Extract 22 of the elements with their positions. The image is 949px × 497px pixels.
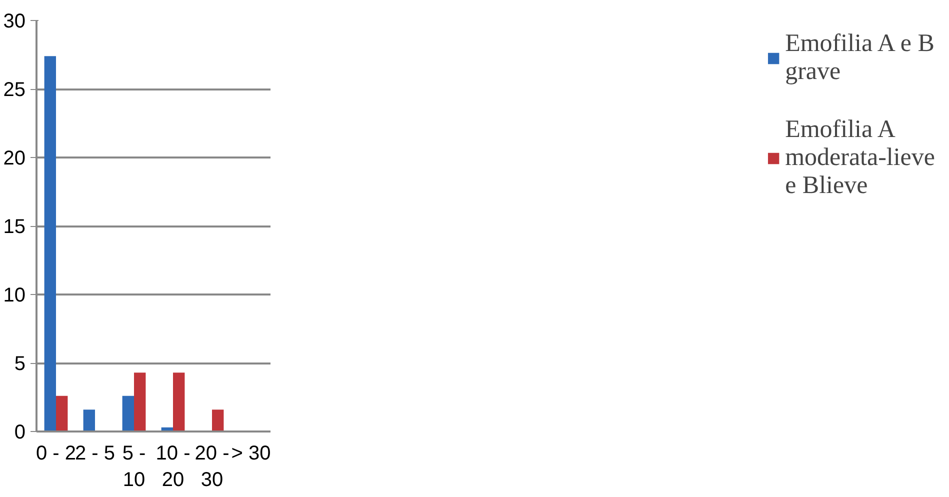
- y-tick-label: 15: [3, 216, 26, 238]
- bar: [122, 396, 134, 432]
- y-tick-label: 5: [14, 353, 26, 375]
- x-tick-label: 2 - 5: [74, 442, 116, 464]
- y-tick-label: 30: [3, 10, 26, 32]
- x-tick-label: 10 - 20: [156, 442, 190, 491]
- y-tick-label: 10: [3, 284, 26, 306]
- legend-label: Emofilia A e B grave: [785, 30, 934, 86]
- bar: [212, 410, 224, 432]
- y-tick-label: 20: [3, 148, 26, 170]
- x-tick-label: 0 - 2: [36, 442, 76, 464]
- bar: [134, 372, 146, 432]
- bar: [173, 372, 185, 432]
- bar: [83, 410, 95, 432]
- x-tick-label: 5 - 10: [122, 442, 146, 491]
- y-tick-label: 25: [3, 79, 26, 101]
- x-tick-label: > 30: [231, 442, 271, 464]
- bar: [44, 56, 56, 432]
- y-tick-label: 0: [14, 422, 26, 444]
- legend-label: Emofilia A moderata-lieve e Blieve: [785, 116, 935, 200]
- x-tick-label: 20 - 30: [194, 442, 230, 491]
- bar: [56, 396, 68, 432]
